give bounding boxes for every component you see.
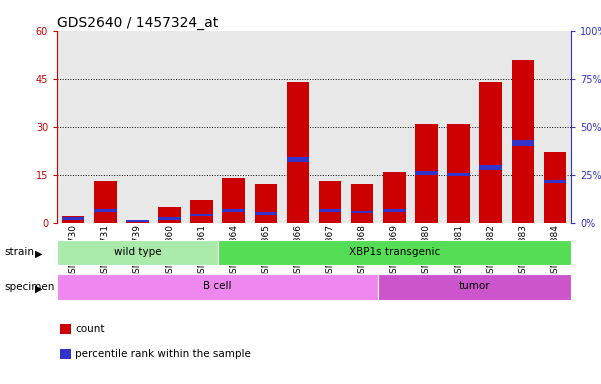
Bar: [475, 31, 507, 223]
Bar: [351, 184, 373, 223]
Bar: [62, 217, 84, 220]
Bar: [94, 209, 117, 212]
Bar: [507, 31, 539, 223]
Bar: [447, 173, 470, 176]
Bar: [383, 172, 406, 223]
Bar: [480, 165, 502, 170]
Bar: [191, 214, 213, 216]
Bar: [57, 31, 89, 223]
Bar: [351, 210, 373, 213]
Text: XBP1s transgenic: XBP1s transgenic: [349, 247, 440, 257]
Bar: [255, 184, 277, 223]
Text: ▶: ▶: [35, 249, 42, 259]
Bar: [544, 152, 566, 223]
Bar: [158, 207, 181, 223]
Bar: [511, 140, 534, 146]
Text: specimen: specimen: [5, 282, 55, 292]
Bar: [158, 217, 181, 220]
Bar: [60, 324, 71, 334]
Bar: [94, 181, 117, 223]
Text: wild type: wild type: [114, 247, 161, 257]
Bar: [62, 216, 84, 223]
Bar: [60, 349, 71, 359]
Bar: [415, 124, 438, 223]
Text: tumor: tumor: [459, 281, 490, 291]
Bar: [319, 209, 341, 212]
Bar: [378, 274, 571, 300]
Bar: [89, 31, 121, 223]
Bar: [121, 31, 153, 223]
Bar: [539, 31, 571, 223]
Text: percentile rank within the sample: percentile rank within the sample: [75, 349, 251, 359]
Bar: [511, 60, 534, 223]
Bar: [319, 181, 341, 223]
Bar: [57, 274, 378, 300]
Bar: [153, 31, 186, 223]
Bar: [314, 31, 346, 223]
Text: count: count: [75, 324, 105, 334]
Bar: [222, 209, 245, 212]
Bar: [255, 212, 277, 215]
Bar: [222, 178, 245, 223]
Text: strain: strain: [5, 247, 35, 257]
Bar: [250, 31, 282, 223]
Bar: [447, 124, 470, 223]
Text: B cell: B cell: [203, 281, 232, 291]
Bar: [218, 240, 571, 265]
Text: GDS2640 / 1457324_at: GDS2640 / 1457324_at: [57, 16, 218, 30]
Text: ▶: ▶: [35, 284, 42, 294]
Bar: [287, 82, 309, 223]
Bar: [126, 220, 148, 222]
Bar: [282, 31, 314, 223]
Bar: [480, 82, 502, 223]
Bar: [126, 220, 148, 223]
Bar: [287, 157, 309, 162]
Bar: [415, 171, 438, 175]
Bar: [442, 31, 475, 223]
Bar: [186, 31, 218, 223]
Bar: [410, 31, 442, 223]
Bar: [218, 31, 250, 223]
Bar: [57, 240, 218, 265]
Bar: [383, 209, 406, 212]
Bar: [191, 200, 213, 223]
Bar: [378, 31, 410, 223]
Bar: [346, 31, 378, 223]
Bar: [544, 180, 566, 183]
